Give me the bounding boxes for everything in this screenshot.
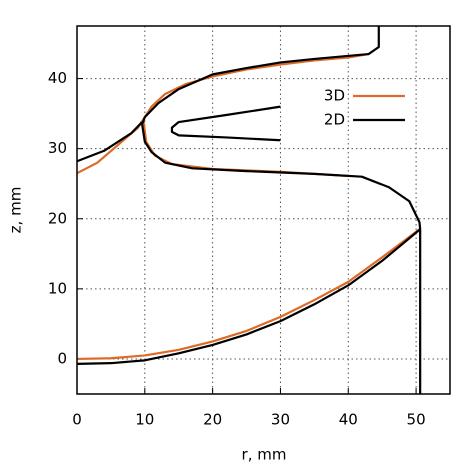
y-tick-label: 30: [48, 139, 67, 157]
series-line: [77, 26, 422, 394]
x-tick-label: 50: [407, 411, 426, 429]
plot-background: [77, 26, 450, 394]
plot-frame: [76, 25, 451, 395]
x-tick-label: 20: [203, 411, 222, 429]
legend-label: 2D: [324, 111, 345, 129]
x-tick-label: 10: [135, 411, 154, 429]
x-tick-label: 30: [271, 411, 290, 429]
x-axis-label: r, mm: [242, 446, 287, 464]
x-tick-label: 40: [339, 411, 358, 429]
y-axis-label: z, mm: [7, 187, 25, 234]
y-tick-label: 40: [48, 69, 67, 87]
y-tick-label: 0: [57, 349, 67, 367]
x-tick-label: 0: [72, 411, 82, 429]
legend-label: 3D: [324, 87, 345, 105]
y-tick-label: 10: [48, 279, 67, 297]
y-tick-label: 20: [48, 209, 67, 227]
